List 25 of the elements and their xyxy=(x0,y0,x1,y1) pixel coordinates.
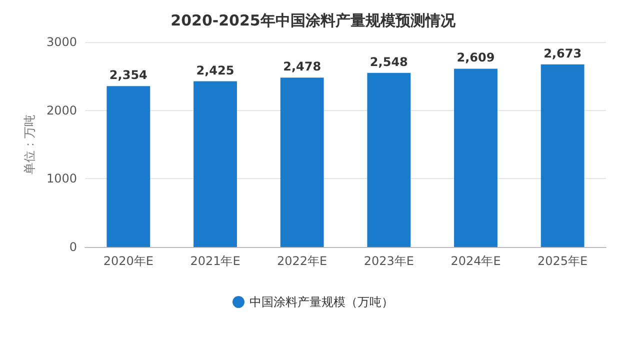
bar xyxy=(280,78,324,247)
x-tick-label: 2022年E xyxy=(277,254,328,268)
data-label: 2,673 xyxy=(544,46,582,60)
y-tick-label: 1000 xyxy=(46,172,77,186)
y-tick-label: 3000 xyxy=(46,35,77,49)
y-axis-title: 单位：万吨 xyxy=(22,114,37,174)
data-label: 2,425 xyxy=(196,63,234,78)
chart-title: 2020-2025年中国涂料产量规模预测情况 xyxy=(170,12,456,30)
y-tick-label: 2000 xyxy=(46,103,77,118)
data-label: 2,478 xyxy=(283,60,322,74)
x-tick-label: 2024年E xyxy=(450,254,501,268)
legend-label: 中国涂料产量规模（万吨） xyxy=(250,295,394,309)
x-tick-label: 2020年E xyxy=(103,254,154,268)
bar xyxy=(367,72,411,247)
y-tick-label: 0 xyxy=(69,240,77,254)
bar xyxy=(540,64,584,247)
x-tick-label: 2023年E xyxy=(364,254,414,268)
data-label: 2,354 xyxy=(109,68,148,82)
bar xyxy=(454,68,498,247)
bar xyxy=(194,81,237,247)
data-label: 2,609 xyxy=(456,50,495,65)
x-tick-label: 2025年E xyxy=(538,254,588,268)
x-tick-label: 2021年E xyxy=(190,254,240,268)
data-label: 2,548 xyxy=(370,54,408,69)
bar xyxy=(106,86,150,247)
